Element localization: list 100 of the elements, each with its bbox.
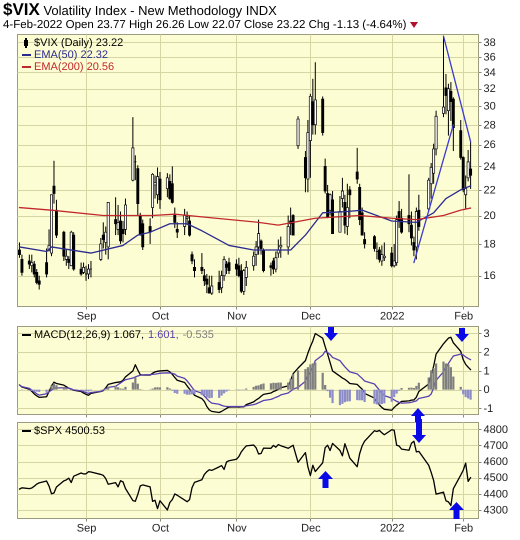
text: -0.535: [182, 329, 214, 341]
bar: [378, 390, 380, 405]
candlestick: [234, 258, 238, 276]
bar: [292, 374, 294, 390]
bar: [255, 386, 258, 390]
bar: [222, 390, 226, 394]
bar: [186, 390, 188, 395]
bar: [277, 382, 280, 390]
chart-title: $VIX Volatility Index - New Methodology INDX: [3, 0, 277, 20]
candlestick: [469, 142, 472, 190]
line-series: [18, 350, 472, 408]
bar: [364, 390, 366, 402]
x-tick-label: Sep: [76, 310, 96, 322]
y-tick-label: 26: [484, 139, 496, 152]
bar: [356, 390, 358, 400]
bar: [260, 384, 262, 390]
chart-subtitle: 4-Feb-2022 Open 23.77 High 26.26 Low 22.07 Close 23.22 Chg -1.13 (-4.64%): [3, 19, 406, 31]
bar: [418, 382, 420, 390]
bar: [272, 382, 274, 390]
candlestick: [269, 262, 272, 276]
bar: [361, 390, 364, 400]
bar: [314, 362, 316, 390]
x-tick-label: 2022: [380, 310, 404, 322]
bar: [380, 390, 383, 404]
text: 1.601,: [148, 329, 179, 341]
y-tick-label: 2: [484, 346, 490, 359]
bar: [306, 367, 309, 390]
y-tick-label: 18: [484, 238, 496, 250]
bar: [470, 390, 472, 400]
bar: [107, 386, 110, 390]
bar: [184, 390, 186, 394]
bar: [208, 390, 210, 398]
bar: [174, 390, 176, 394]
y-tick-label: 4400: [484, 488, 508, 500]
candlestick: [210, 275, 214, 296]
y-tick-label: 28: [484, 119, 496, 132]
bar: [200, 390, 203, 396]
bar: [193, 390, 196, 394]
x-tick-label: Nov: [227, 310, 248, 322]
candlestick: [170, 166, 174, 204]
bar: [444, 363, 448, 390]
bar: [190, 390, 194, 394]
y-tick-label: 4700: [484, 440, 508, 452]
candlestick: [45, 248, 48, 278]
candlestick: [28, 254, 31, 270]
bar: [358, 390, 361, 400]
bar: [331, 390, 334, 404]
candlestick: [218, 270, 221, 294]
legend-label: MACD(12,26,9) 1.067,: [34, 329, 144, 341]
bar: [462, 390, 464, 394]
candlestick: [114, 196, 118, 236]
y-tick-label: 20: [484, 210, 496, 222]
bar: [396, 390, 398, 394]
bar: [166, 387, 168, 390]
x-tick-label: Feb: [454, 310, 474, 322]
bar: [373, 390, 376, 404]
y-tick-label: 30: [484, 100, 496, 113]
legend-label: EMA(50) 22.32: [34, 49, 108, 61]
candlestick: [279, 236, 282, 258]
y-tick-label: 0: [484, 384, 490, 396]
candlestick: [80, 262, 83, 276]
bar: [447, 364, 450, 390]
candlestick: [442, 36, 445, 118]
y-tick-label: 4800: [484, 424, 508, 436]
y-tick-label: 24: [484, 160, 496, 173]
bar: [176, 390, 178, 394]
bar: [434, 363, 438, 390]
bar: [252, 386, 255, 390]
candlestick: [346, 183, 349, 236]
line-series: [18, 185, 472, 254]
bar: [45, 390, 48, 393]
x-tick-label: Dec: [301, 310, 322, 322]
bar: [206, 390, 208, 398]
bar: [309, 364, 312, 390]
y-tick-label: 34: [484, 66, 496, 79]
bar: [348, 390, 351, 402]
x-tick-label: Feb: [454, 522, 474, 534]
bar: [220, 390, 223, 396]
candlestick: [225, 260, 228, 275]
bar: [344, 390, 346, 402]
y-tick-label: 4300: [484, 504, 508, 516]
candlestick: [378, 246, 381, 264]
bar: [134, 377, 136, 390]
legend-label: $SPX 4500.53: [34, 425, 105, 437]
x-tick-label: Nov: [227, 522, 248, 534]
bar: [464, 390, 467, 398]
y-tick-label: 32: [484, 83, 496, 96]
bar: [218, 390, 220, 398]
candlestick: [380, 244, 384, 266]
y-tick-label: 36: [484, 51, 496, 64]
legend-label: $VIX (Daily) 23.22: [34, 37, 124, 49]
y-tick-label: 22: [484, 184, 496, 196]
bar: [55, 385, 58, 390]
legend-label: EMA(200) 20.56: [34, 61, 114, 73]
bar: [341, 390, 344, 404]
bar: [312, 363, 314, 390]
bar: [460, 386, 462, 390]
y-tick-label: 38: [484, 36, 496, 49]
bar: [338, 390, 342, 406]
y-tick-label: 4600: [484, 456, 508, 468]
